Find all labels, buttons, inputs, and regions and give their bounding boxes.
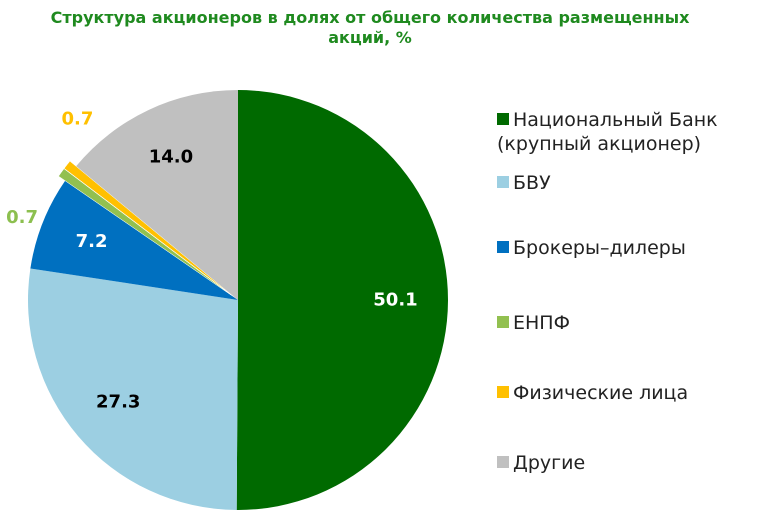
data-label: 0.7 [62, 109, 94, 130]
data-label: 14.0 [149, 146, 193, 167]
data-label: 0.7 [6, 207, 38, 228]
legend-item: Физические лица [497, 381, 778, 405]
pie-slice [236, 90, 449, 510]
legend-label: Физические лица [513, 382, 689, 404]
data-label: 27.3 [96, 391, 140, 412]
legend-item: Брокеры–дилеры [497, 236, 778, 260]
pie-slice [58, 168, 232, 296]
legend-item: ЕНПФ [497, 311, 778, 335]
legend-swatch [497, 456, 509, 468]
legend-swatch [497, 386, 509, 398]
pie-slice [28, 268, 239, 510]
legend-item: Национальный Банк (крупный акционер) [497, 108, 778, 156]
pie-slice [76, 90, 238, 300]
legend-swatch [497, 316, 509, 328]
chart-title: Структура акционеров в долях от общего к… [50, 8, 690, 47]
legend-label: БВУ [513, 172, 551, 194]
legend-label: Другие [513, 452, 586, 474]
legend-label: Национальный Банк (крупный акционер) [497, 109, 718, 155]
legend-item: БВУ [497, 171, 778, 195]
pie-slice [63, 160, 232, 296]
legend-swatch [497, 113, 509, 125]
legend-label: ЕНПФ [513, 312, 570, 334]
data-label: 7.2 [76, 231, 108, 252]
pie-slice [30, 180, 238, 300]
legend-swatch [497, 176, 509, 188]
legend-label: Брокеры–дилеры [513, 237, 686, 259]
data-label: 50.1 [373, 289, 417, 310]
legend-swatch [497, 241, 509, 253]
legend-item: Другие [497, 451, 778, 475]
